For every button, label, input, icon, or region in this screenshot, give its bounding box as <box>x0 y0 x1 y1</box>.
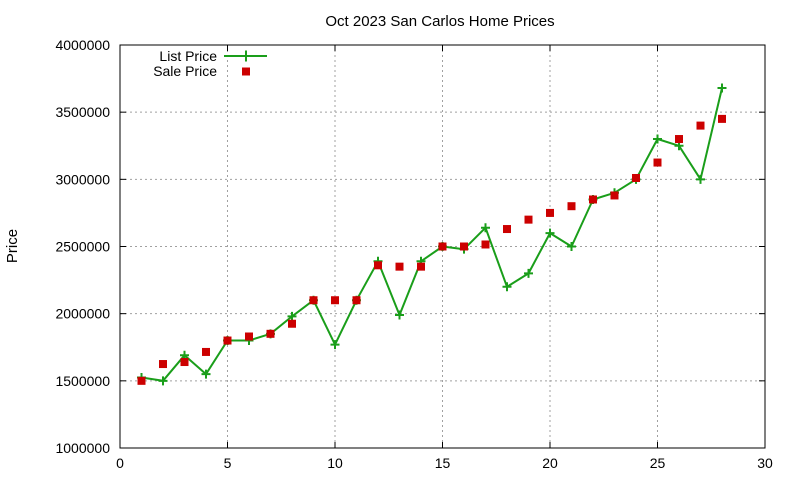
sale-price-point <box>202 347 210 356</box>
sale-price-point <box>180 358 189 367</box>
list-price-point <box>395 310 404 320</box>
x-tick-label: 10 <box>327 455 343 471</box>
y-tick-label: 3000000 <box>55 171 110 187</box>
sale-price-point <box>653 158 662 167</box>
legend: List Price Sale Price <box>153 48 267 79</box>
list-price-point <box>653 134 662 144</box>
sale-price-point <box>696 121 705 130</box>
x-tick-label: 5 <box>224 455 232 471</box>
sale-price-point <box>632 173 640 182</box>
list-price-point <box>696 174 705 184</box>
legend-swatch-list-price-marker <box>240 50 252 62</box>
list-price-point <box>481 223 490 233</box>
sale-price-point <box>159 360 167 369</box>
sale-price-point <box>309 296 318 305</box>
list-price-point <box>545 228 555 238</box>
sale-price-point <box>460 242 468 251</box>
axis-ticks: 0 5 10 15 20 25 30 1000000 1500000 2000000 2500000… <box>55 37 773 471</box>
x-tick-label: 15 <box>435 455 451 471</box>
sale-price-point <box>718 114 726 123</box>
sale-price-point <box>546 208 554 217</box>
list-price-line <box>141 87 723 382</box>
y-tick-label: 1500000 <box>55 373 110 389</box>
sale-price-point <box>223 336 232 345</box>
sale-price-point <box>137 376 146 385</box>
legend-label-list-price: List Price <box>159 48 217 64</box>
sale-price-point <box>567 202 576 211</box>
list-price-point <box>287 311 297 321</box>
sale-price-point <box>438 242 447 251</box>
x-tick-label: 0 <box>116 455 124 471</box>
sale-price-point <box>503 225 511 234</box>
sale-price-point <box>589 195 597 204</box>
y-tick-label: 3500000 <box>55 104 110 120</box>
sale-price-point <box>245 332 253 341</box>
list-price-point <box>201 369 211 379</box>
y-axis-label: Price <box>4 229 21 263</box>
series <box>137 83 727 386</box>
chart-title: Oct 2023 San Carlos Home Prices <box>325 13 554 30</box>
y-tick-label: 2500000 <box>55 239 110 255</box>
sale-price-point <box>266 329 275 338</box>
sale-price-point <box>524 215 533 224</box>
y-tick-label: 2000000 <box>55 306 110 322</box>
y-tick-label: 4000000 <box>55 37 110 53</box>
sale-price-point <box>481 240 490 249</box>
list-price-point <box>502 282 512 292</box>
list-price-point <box>567 242 576 251</box>
x-tick-label: 20 <box>542 455 558 471</box>
sale-price-point <box>374 261 382 270</box>
list-price-point <box>158 376 168 386</box>
list-price-point <box>717 83 727 93</box>
sale-price-point <box>675 135 683 144</box>
sale-price-point <box>610 191 619 200</box>
x-tick-label: 25 <box>650 455 666 471</box>
list-price-point <box>330 340 340 350</box>
list-price-point <box>524 268 533 278</box>
legend-label-sale-price: Sale Price <box>153 63 217 79</box>
x-tick-label: 30 <box>757 455 773 471</box>
legend-swatch-sale-price-marker <box>242 67 250 76</box>
sale-price-point <box>352 296 361 305</box>
y-tick-label: 1000000 <box>55 440 110 456</box>
sale-price-point <box>288 319 296 328</box>
sale-price-point <box>331 296 339 305</box>
sale-price-point <box>395 262 404 271</box>
sale-price-point <box>417 262 425 271</box>
